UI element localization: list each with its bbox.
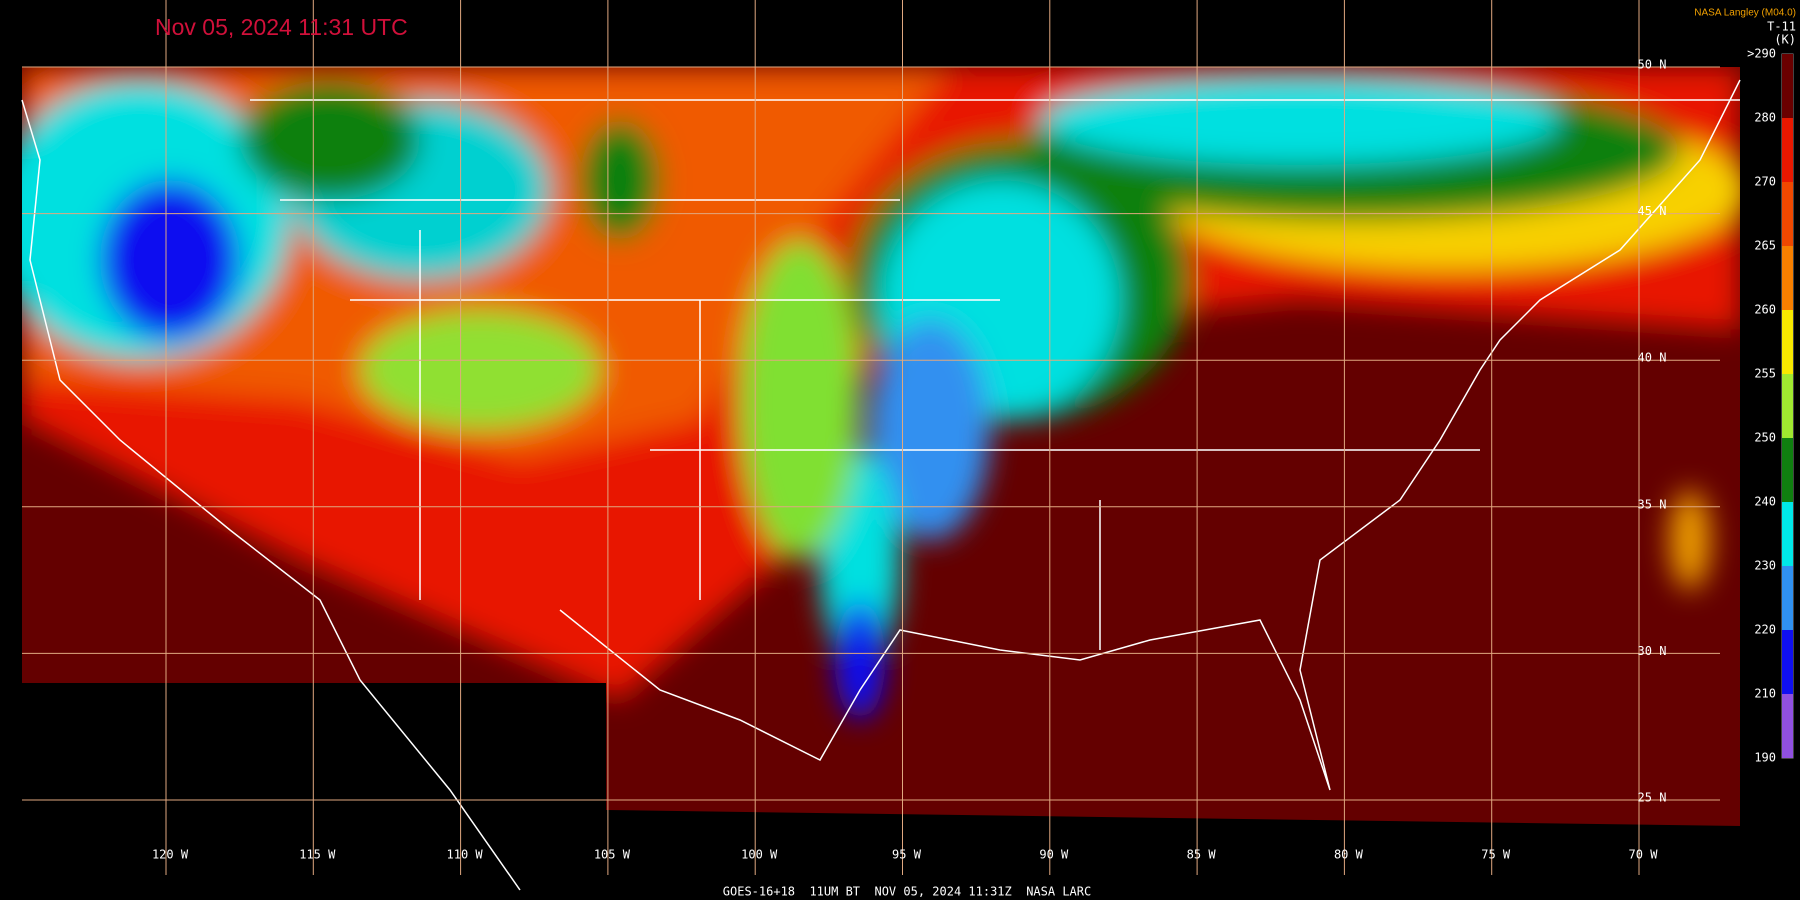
colorbar-segment — [1782, 310, 1793, 374]
colorbar-segment — [1782, 118, 1793, 182]
credit: NASA Langley (M04.0) — [1694, 8, 1796, 19]
longitude-label: 120 W — [152, 848, 189, 862]
colorbar-label: 220 — [1754, 623, 1776, 637]
latitude-label: 40 N — [1638, 351, 1667, 365]
colorbar-unit: (K) — [1774, 33, 1796, 47]
longitude-label: 105 W — [594, 848, 631, 862]
coastlines — [21, 79, 1741, 891]
latitude-label: 30 N — [1638, 644, 1667, 658]
colorbar-segment — [1782, 246, 1793, 310]
colorbar-label: 190 — [1754, 751, 1776, 765]
colorbar-segment — [1782, 374, 1793, 438]
longitude-label: 85 W — [1187, 848, 1217, 862]
longitude-label: 115 W — [299, 848, 336, 862]
footer: GOES-16+18 11UM BT NOV 05, 2024 11:31Z N… — [723, 885, 1091, 899]
longitude-label: 95 W — [892, 848, 922, 862]
longitude-label: 80 W — [1334, 848, 1364, 862]
latitude-label: 45 N — [1638, 204, 1667, 218]
colorbar-segment — [1782, 502, 1793, 566]
colorbar-label: 240 — [1754, 495, 1776, 509]
title: Nov 05, 2024 11:31 UTC — [155, 14, 408, 40]
colorbar-label: 270 — [1754, 175, 1776, 189]
colorbar-label: 230 — [1754, 559, 1776, 573]
colorbar-segment — [1782, 566, 1793, 630]
colorbar-segment — [1782, 182, 1793, 246]
longitude-label: 70 W — [1629, 848, 1659, 862]
colorbar-label: 250 — [1754, 431, 1776, 445]
latitude-label: 35 N — [1638, 497, 1667, 511]
colorbar-segment — [1782, 54, 1793, 118]
longitude-label: 110 W — [447, 848, 484, 862]
graticule: 120 W 115 W 110 W 105 W 100 W 95 W 90 W 85 W 80 … — [22, 0, 1720, 875]
colorbar-label: 210 — [1754, 687, 1776, 701]
latitude-label: 25 N — [1638, 791, 1667, 805]
colorbar-segment — [1782, 438, 1793, 502]
colorbar-label: >290 — [1747, 47, 1776, 61]
longitude-label: 100 W — [741, 848, 778, 862]
colorbar-segment — [1782, 630, 1793, 694]
colorbar-title: T-11 — [1767, 20, 1796, 34]
colorbar-segment — [1782, 694, 1793, 758]
longitude-label: 75 W — [1481, 848, 1511, 862]
colorbar-label: 265 — [1754, 239, 1776, 253]
colorbar-label: 280 — [1754, 111, 1776, 125]
colorbar-label: 260 — [1754, 303, 1776, 317]
longitude-label: 90 W — [1039, 848, 1069, 862]
colorbar-label: 255 — [1754, 367, 1776, 381]
latitude-label: 50 N — [1638, 58, 1667, 72]
